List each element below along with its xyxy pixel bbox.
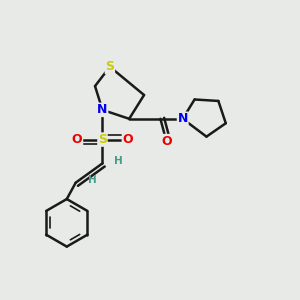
Text: O: O: [72, 133, 83, 146]
Text: O: O: [122, 133, 133, 146]
Text: H: H: [114, 156, 123, 166]
Text: N: N: [97, 103, 108, 116]
Text: S: S: [98, 133, 107, 146]
Text: N: N: [178, 112, 188, 125]
Text: S: S: [105, 60, 114, 73]
Text: O: O: [161, 135, 172, 148]
Text: H: H: [88, 175, 96, 185]
